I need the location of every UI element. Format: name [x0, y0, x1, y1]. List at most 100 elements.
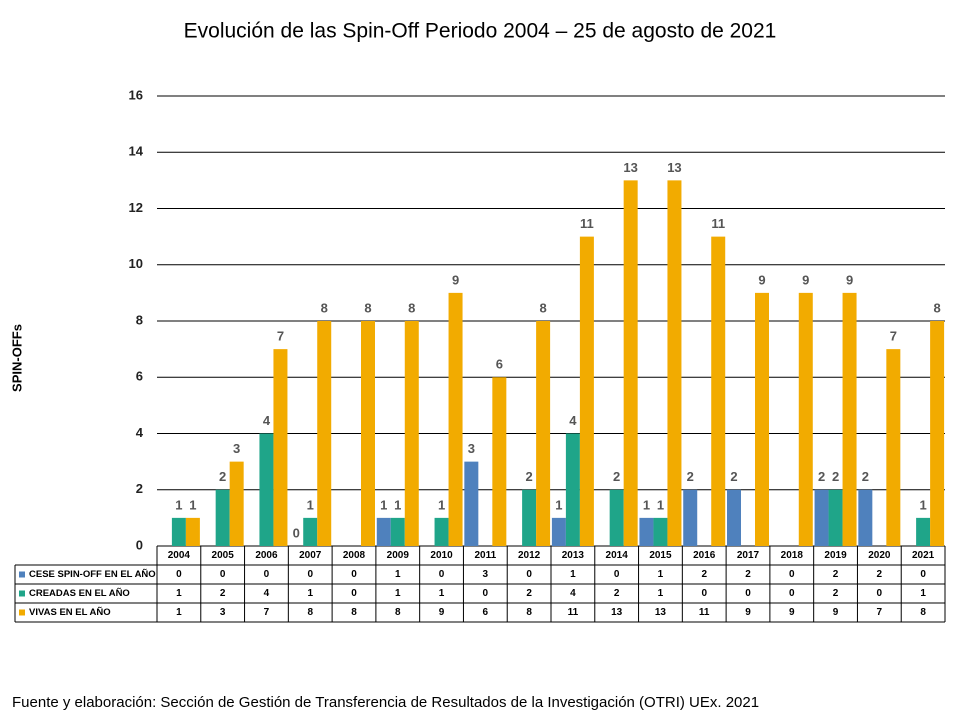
- x-tick-label: 2005: [212, 550, 235, 561]
- footnote: Fuente y elaboración: Sección de Gestión…: [12, 694, 759, 711]
- data-label: 9: [846, 272, 853, 287]
- table-cell: 7: [264, 607, 270, 618]
- x-tick-label: 2018: [781, 550, 804, 561]
- table-cell: 1: [395, 588, 401, 599]
- table-cell: 9: [439, 607, 445, 618]
- bar: [317, 321, 332, 546]
- table-cell: 1: [920, 588, 926, 599]
- table-cell: 0: [789, 569, 795, 580]
- x-tick-label: 2011: [474, 550, 496, 561]
- data-label: 13: [623, 160, 637, 175]
- x-tick-label: 2013: [562, 550, 585, 561]
- bar: [259, 433, 274, 546]
- x-tick-label: 2021: [912, 550, 935, 561]
- data-label: 1: [394, 497, 401, 512]
- x-tick-label: 2020: [868, 550, 891, 561]
- bar: [639, 517, 654, 546]
- bar: [171, 517, 186, 546]
- data-label: 1: [555, 497, 562, 512]
- table-cell: 0: [176, 569, 182, 580]
- data-label: 1: [643, 497, 650, 512]
- bar: [667, 180, 682, 546]
- table-cell: 2: [833, 569, 839, 580]
- table-cell: 1: [439, 588, 445, 599]
- table-cell: 0: [745, 588, 751, 599]
- chart-title: Evolución de las Spin-Off Periodo 2004 –…: [184, 20, 777, 43]
- table-cell: 4: [264, 588, 270, 599]
- data-label: 2: [818, 469, 825, 484]
- bar: [376, 517, 391, 546]
- bar: [229, 461, 244, 546]
- y-tick-label: 2: [136, 481, 143, 496]
- y-tick-label: 6: [136, 369, 143, 384]
- bar: [215, 489, 230, 546]
- bar: [683, 489, 698, 546]
- table-cell: 3: [220, 607, 226, 618]
- data-label: 1: [438, 497, 445, 512]
- x-tick-label: 2007: [299, 550, 322, 561]
- table-cell: 7: [877, 607, 883, 618]
- table-cell: 1: [658, 569, 664, 580]
- data-label: 8: [364, 300, 371, 315]
- table-cell: 2: [701, 569, 707, 580]
- bar: [814, 489, 829, 546]
- data-label: 6: [496, 357, 503, 372]
- x-tick-label: 2004: [168, 550, 191, 561]
- data-label: 1: [175, 497, 182, 512]
- data-label: 7: [277, 329, 284, 344]
- legend-swatch: [19, 609, 25, 616]
- table-cell: 2: [526, 588, 532, 599]
- y-tick-label: 12: [129, 200, 143, 215]
- x-tick-label: 2009: [387, 550, 410, 561]
- table-cell: 8: [307, 607, 313, 618]
- bar: [886, 349, 901, 546]
- table-cell: 8: [351, 607, 357, 618]
- data-label: 1: [189, 497, 196, 512]
- bar: [522, 489, 537, 546]
- x-tick-label: 2014: [606, 550, 629, 561]
- bar: [579, 236, 594, 546]
- table-cell: 13: [611, 607, 623, 618]
- legend-label: VIVAS EN EL AÑO: [29, 607, 111, 618]
- table-cell: 2: [877, 569, 883, 580]
- data-label: 3: [468, 441, 475, 456]
- table-cell: 1: [570, 569, 576, 580]
- data-label: 8: [933, 300, 940, 315]
- y-tick-label: 14: [129, 144, 144, 159]
- x-tick-label: 2019: [824, 550, 847, 561]
- table-cell: 9: [745, 607, 751, 618]
- legend-label: CESE SPIN-OFF EN EL AÑO: [29, 569, 156, 580]
- bar: [565, 433, 580, 546]
- table-cell: 6: [483, 607, 489, 618]
- table-cell: 1: [395, 569, 401, 580]
- bar: [536, 321, 551, 546]
- table-cell: 0: [877, 588, 883, 599]
- bar: [623, 180, 638, 546]
- data-label: 2: [613, 469, 620, 484]
- table-cell: 11: [568, 607, 579, 618]
- data-label: 4: [263, 413, 271, 428]
- table-cell: 2: [745, 569, 751, 580]
- table-cell: 8: [526, 607, 532, 618]
- bar: [185, 517, 200, 546]
- data-label: 8: [321, 300, 328, 315]
- data-label: 0: [293, 525, 300, 540]
- data-label: 2: [832, 469, 839, 484]
- data-label: 11: [580, 216, 594, 231]
- table-cell: 0: [351, 588, 357, 599]
- bar: [361, 321, 375, 546]
- bar: [798, 292, 813, 546]
- table-cell: 0: [920, 569, 926, 580]
- bar: [464, 461, 479, 546]
- table-cell: 1: [176, 607, 182, 618]
- data-label: 13: [667, 160, 681, 175]
- bar: [551, 517, 566, 546]
- bar: [828, 489, 843, 546]
- table-cell: 9: [789, 607, 795, 618]
- table-cell: 0: [789, 588, 795, 599]
- data-label: 2: [525, 469, 532, 484]
- x-tick-label: 2008: [343, 550, 366, 561]
- table-cell: 8: [395, 607, 401, 618]
